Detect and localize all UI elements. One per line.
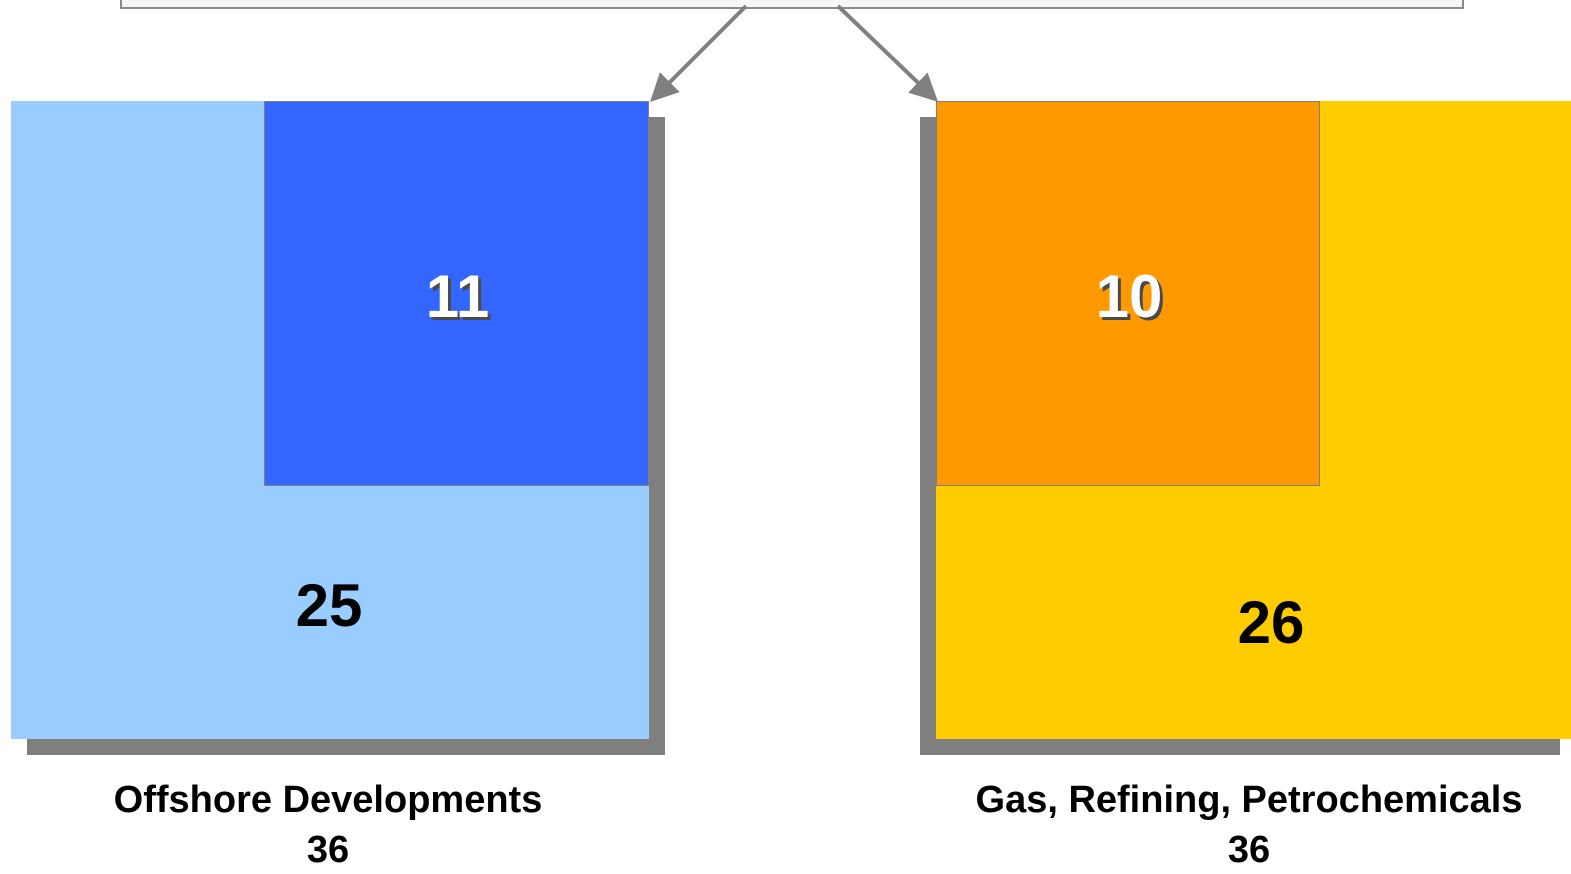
parent-box	[120, 0, 1464, 9]
gas-total: 36	[1227, 829, 1271, 871]
arrow-left	[650, 4, 748, 102]
offshore-total: 36	[306, 829, 350, 871]
offshore-inner-value: 11	[425, 263, 490, 330]
offshore-outer-value: 25	[295, 572, 363, 639]
offshore-inner-box: 11	[264, 101, 649, 486]
gas-title: Gas, Refining, Petrochemicals	[975, 779, 1523, 821]
gas-outer-box: 10 26	[936, 101, 1571, 739]
offshore-title: Offshore Developments	[113, 779, 543, 821]
arrow-right	[836, 4, 939, 102]
gas-inner-value: 10	[1095, 263, 1163, 330]
offshore-outer-box: 11 25	[11, 101, 649, 739]
gas-inner-box: 10	[936, 101, 1320, 486]
gas-outer-value: 26	[1237, 589, 1305, 656]
